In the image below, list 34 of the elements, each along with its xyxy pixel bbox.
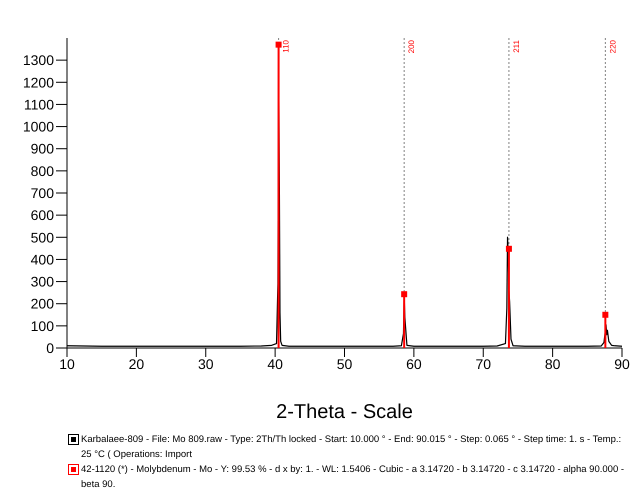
annotation: 200 <box>407 39 416 54</box>
y-tick-label: 800 <box>30 162 54 179</box>
y-tick-label: 900 <box>30 140 54 157</box>
x-tick-label: 50 <box>336 356 352 372</box>
legend-label: Karbalaee-809 - File: Mo 809.raw - Type: 2Th/Th locked - Start: 10.000 ° - End: 90.015 ° - Step: 0.065 ° - Step time: 1. s - Temp.: 25 °C ( Operations: Import <box>81 433 622 462</box>
y-tick-label: 600 <box>30 207 54 224</box>
x-tick-label: 60 <box>406 356 422 372</box>
annotation: 220 <box>608 39 618 54</box>
y-tick-label: 400 <box>30 251 54 268</box>
point <box>276 42 282 48</box>
legend-label: 42-1120 (*) - Molybdenum - Mo - Y: 99.53 % - d x by: 1. - WL: 1.5406 - Cubic - a 3.14720 - b 3.14720 - c 3.14720 - alpha 90.000 - beta 90. <box>81 463 626 492</box>
x-tick-label: 30 <box>198 356 214 372</box>
x-tick-label: 70 <box>475 356 492 372</box>
y-tick-label: 0 <box>46 340 54 356</box>
annotation: 110 <box>282 39 291 53</box>
point <box>506 246 512 252</box>
x-tick-label: 90 <box>614 356 630 372</box>
annotation: 211 <box>512 39 521 53</box>
y-tick-label: 100 <box>30 318 54 334</box>
x-tick-label: 20 <box>128 356 144 372</box>
point <box>602 312 608 318</box>
x-tick-label: 40 <box>267 356 284 372</box>
point <box>401 291 408 298</box>
y-tick-label: 1000 <box>22 118 54 135</box>
y-tick-label: 1100 <box>24 96 54 112</box>
y-tick-label: 1300 <box>22 52 54 68</box>
y-tick-label: 200 <box>30 296 54 312</box>
x-tick-label: 80 <box>544 356 561 372</box>
y-tick-label: 500 <box>30 229 54 246</box>
x-axis-title: 2-Theta - Scale <box>276 401 413 423</box>
x-tick-label: 10 <box>59 356 75 372</box>
y-tick-label: 1200 <box>22 74 54 90</box>
y-tick-label: 300 <box>30 274 54 290</box>
y-tick-label: 700 <box>30 184 54 201</box>
